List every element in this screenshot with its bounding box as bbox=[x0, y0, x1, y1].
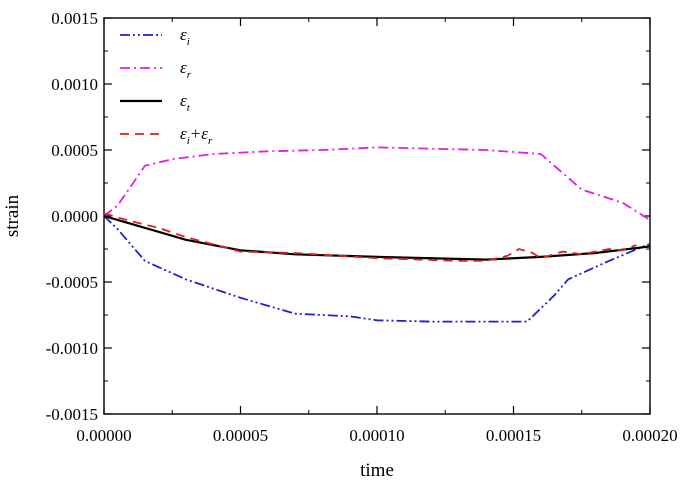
axes: 0.00000 0.00005 0.00010 0.00015 0.00020 0.001… bbox=[46, 9, 678, 445]
x-tick-label: 0.00005 bbox=[213, 426, 268, 445]
y-tick-label: 0.0000 bbox=[51, 207, 98, 226]
x-axis-label: time bbox=[360, 460, 394, 481]
y-tick-label: -0.0010 bbox=[46, 339, 98, 358]
x-tick-label: 0.00000 bbox=[76, 426, 131, 445]
x-tick-label: 0.00010 bbox=[349, 426, 404, 445]
legend-label-2: εr​ bbox=[180, 58, 192, 81]
y-tick-label: 0.0010 bbox=[51, 75, 98, 94]
y-tick-label: -0.0005 bbox=[46, 273, 98, 292]
y-tick-label: 0.0015 bbox=[51, 9, 98, 28]
series-line-4 bbox=[103, 212, 637, 262]
y-tick-label: 0.0005 bbox=[51, 141, 98, 160]
y-axis-label: strain bbox=[2, 194, 23, 237]
series-line-3 bbox=[103, 214, 651, 261]
series-line-2 bbox=[103, 146, 651, 221]
legend-label-1: εi​ bbox=[180, 25, 190, 48]
legend-label-3: εt​ bbox=[180, 91, 191, 114]
series-line-1 bbox=[103, 215, 651, 323]
legend: εi​ εr​ εt​ εi​+εr​ bbox=[120, 25, 213, 147]
y-tick-label: -0.0015 bbox=[46, 405, 98, 424]
x-tick-label: 0.00015 bbox=[486, 426, 541, 445]
series-layer bbox=[103, 146, 651, 323]
x-tick-label: 0.00020 bbox=[622, 426, 677, 445]
legend-label-4: εi​+εr​ bbox=[180, 124, 213, 147]
